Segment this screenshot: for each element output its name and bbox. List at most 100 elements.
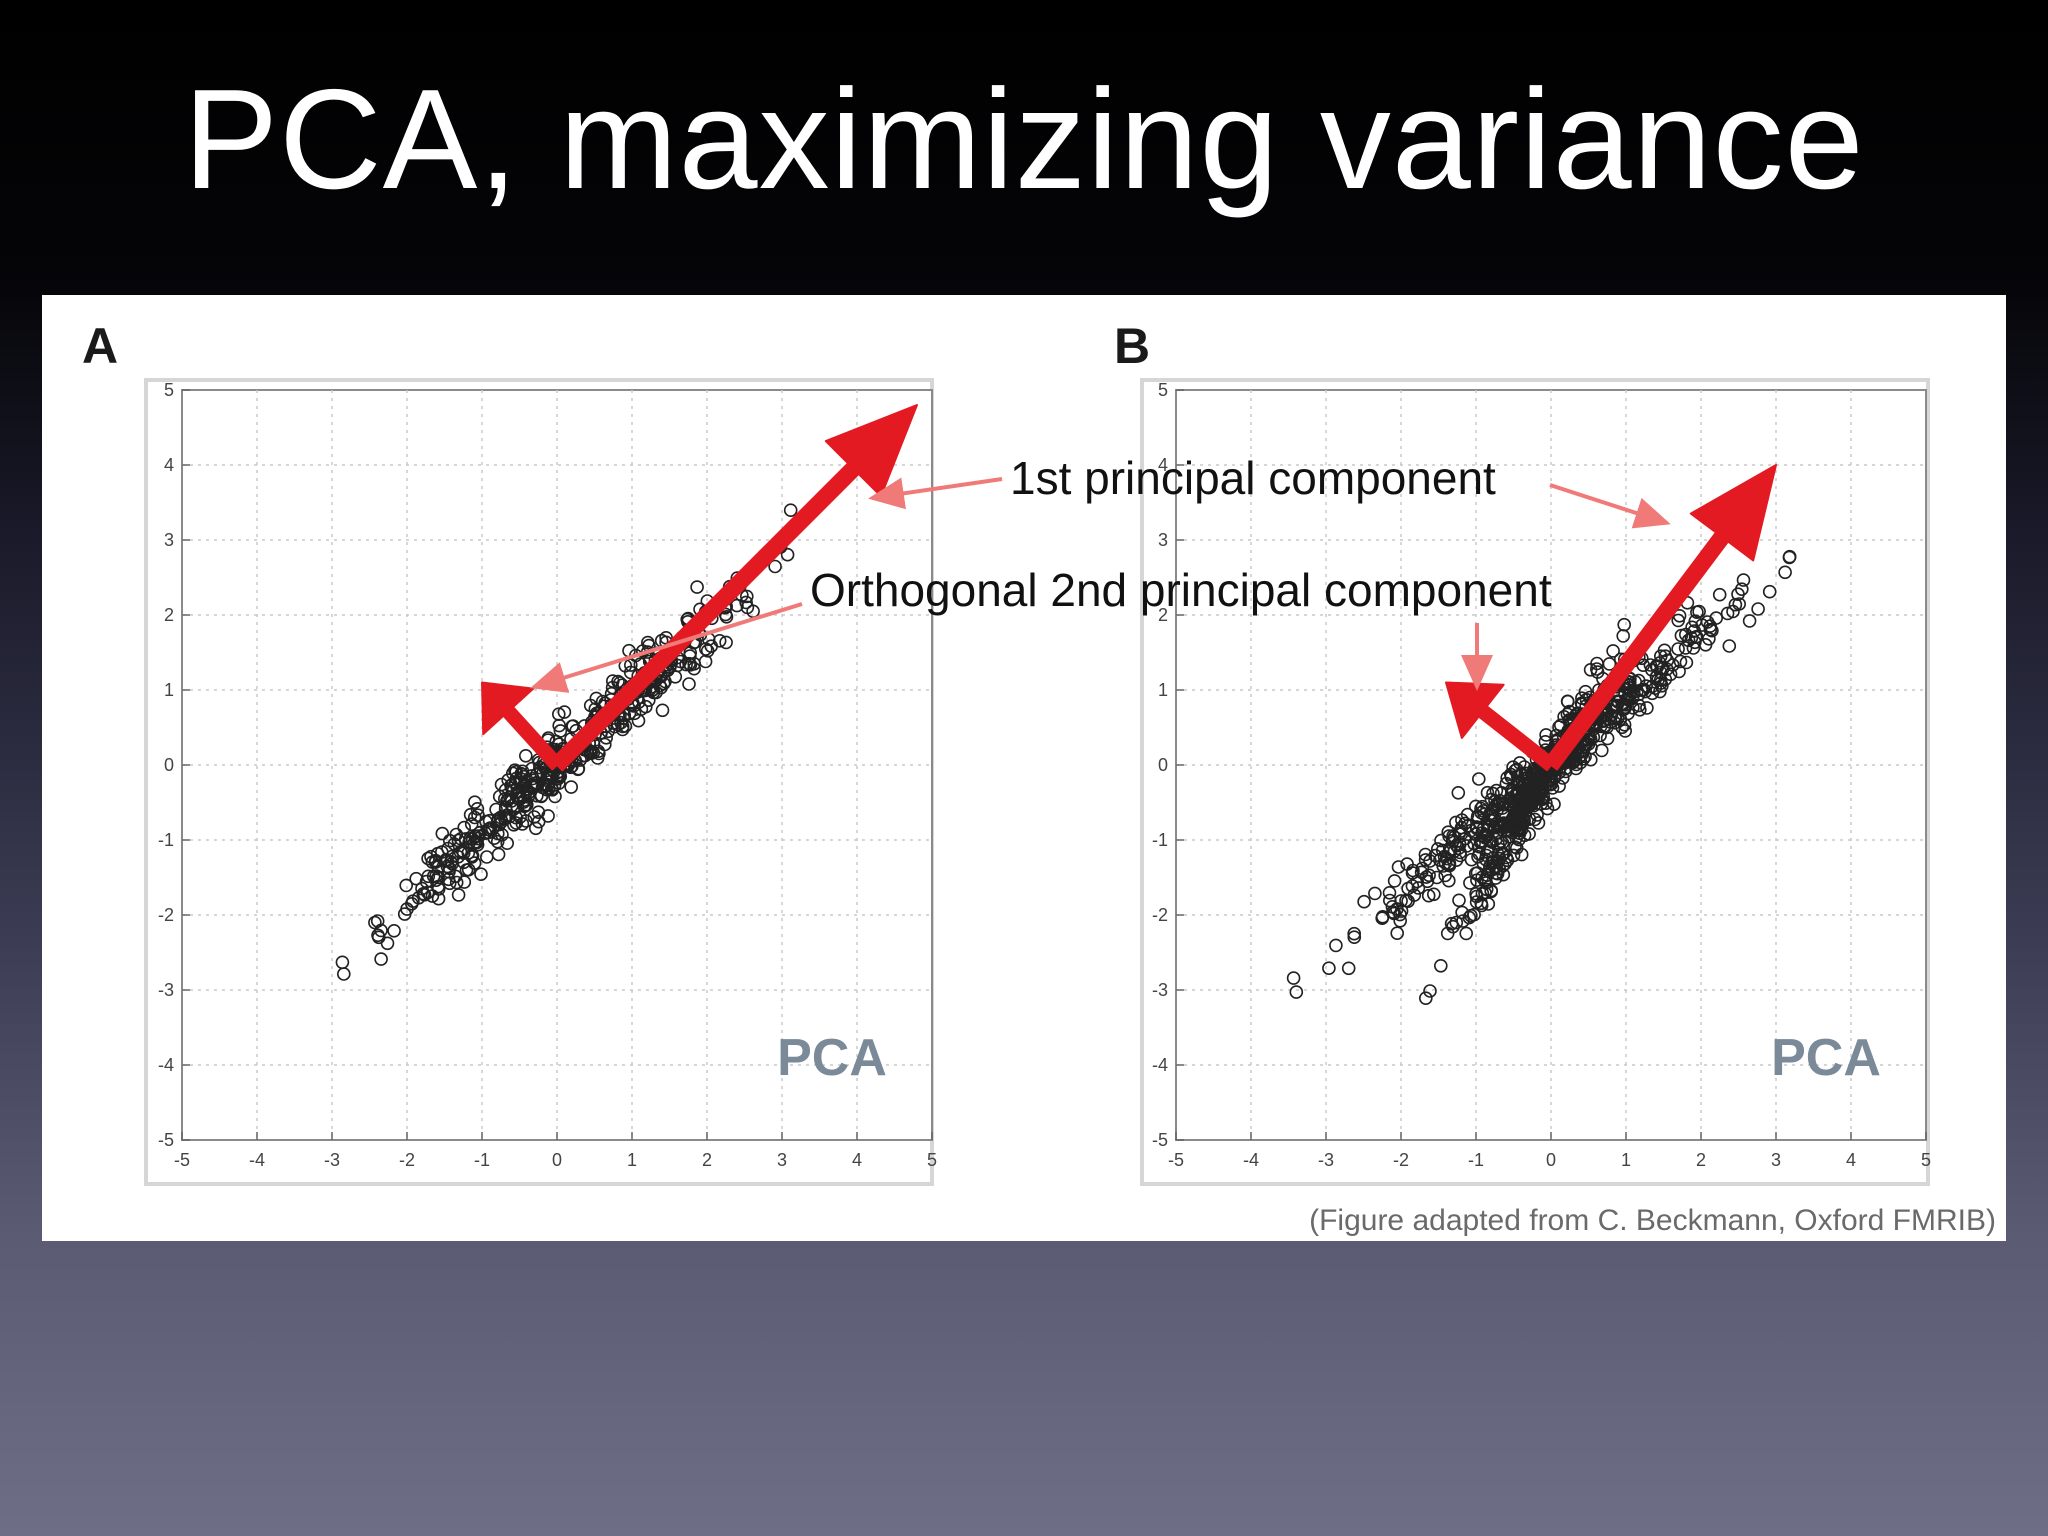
- scatter-point: [1357, 894, 1371, 909]
- scatter-point: [1673, 654, 1688, 669]
- y-tick-label: 3: [164, 530, 174, 550]
- scatter-point: [380, 936, 395, 951]
- x-tick-label: -1: [1468, 1150, 1484, 1170]
- y-axis-ticks-a: -5 -4 -3 -2 -1 0 1 2 3 4 5: [158, 380, 190, 1150]
- scatter-point: [1476, 821, 1491, 836]
- scatter-point: [387, 923, 401, 938]
- x-axis-ticks-b: -5 -4 -3 -2 -1 0 1 2 3 4 5: [1168, 1132, 1931, 1170]
- x-tick-label: -3: [1318, 1150, 1334, 1170]
- scatter-point: [1407, 888, 1422, 902]
- x-tick-label: -4: [1243, 1150, 1259, 1170]
- scatter-point: [1453, 845, 1467, 860]
- y-tick-label: -4: [1152, 1055, 1168, 1075]
- scatter-point: [525, 779, 539, 793]
- y-tick-label: -3: [1152, 980, 1168, 1000]
- scatter-point: [1382, 885, 1397, 900]
- scatter-point: [1411, 881, 1426, 895]
- method-label-a: PCA: [777, 1029, 887, 1087]
- scatter-point: [510, 800, 525, 814]
- scatter-point: [529, 778, 544, 793]
- scatter-point: [547, 778, 562, 792]
- scatter-point: [739, 595, 753, 610]
- scatter-point: [1621, 706, 1635, 721]
- scatter-point: [409, 871, 424, 886]
- scatter-point: [1690, 605, 1704, 620]
- scatter-point: [1472, 772, 1486, 786]
- scatter-point: [1590, 656, 1604, 671]
- scatter-point: [655, 703, 670, 718]
- scatter-point: [1584, 752, 1598, 767]
- scatter-point: [1449, 853, 1464, 868]
- y-tick-label: -1: [158, 830, 174, 850]
- scatter-point: [1660, 653, 1675, 668]
- x-tick-label: 0: [1546, 1150, 1556, 1170]
- scatter-point: [439, 852, 453, 867]
- scatter-point: [1492, 851, 1507, 866]
- scatter-point: [668, 669, 683, 684]
- scatter-point: [1490, 866, 1505, 881]
- scatter-point: [421, 851, 435, 866]
- x-tick-label: -2: [1393, 1150, 1409, 1170]
- second-pc-label: Orthogonal 2nd principal component: [810, 564, 1552, 616]
- scatter-point: [1595, 743, 1609, 758]
- scatter-point: [1447, 844, 1462, 859]
- scatter-point: [1463, 876, 1477, 890]
- y-tick-label: 3: [1158, 530, 1168, 550]
- scatter-point: [1469, 886, 1483, 901]
- scatter-point: [527, 810, 542, 824]
- slide-title: PCA, maximizing variance: [183, 60, 1865, 219]
- scatter-point: [1616, 629, 1630, 643]
- x-tick-label: 3: [777, 1150, 787, 1170]
- scatter-point: [1702, 631, 1716, 646]
- scatter-point: [1778, 565, 1792, 580]
- scatter-point: [1485, 835, 1499, 850]
- grid-b: [1176, 390, 1926, 1140]
- y-tick-label: 5: [164, 380, 174, 400]
- scatter-point: [1504, 770, 1518, 784]
- scatter-point: [1414, 865, 1429, 880]
- scatter-point: [1474, 801, 1488, 816]
- annotations: 1st principal component Orthogonal 2nd p…: [530, 452, 1671, 693]
- scatter-point: [1419, 870, 1434, 884]
- panel-label-a: A: [82, 318, 118, 374]
- scatter-point: [461, 862, 476, 877]
- scatter-point: [500, 836, 515, 851]
- scatter-point: [1524, 791, 1539, 806]
- scatter-point: [469, 835, 484, 850]
- x-tick-label: -1: [474, 1150, 490, 1170]
- scatter-point: [1709, 611, 1723, 625]
- scatter-point: [470, 801, 485, 816]
- scatter-point: [1390, 926, 1404, 941]
- grid-a: [182, 390, 932, 1140]
- scatter-point: [1643, 658, 1658, 672]
- scatter-point: [1651, 673, 1665, 687]
- second-pc-arrow: [481, 681, 563, 771]
- scatter-point: [1508, 840, 1522, 854]
- scatter-point: [1474, 898, 1489, 913]
- scatter-point: [462, 836, 476, 850]
- plot-shadow-frame: [1140, 378, 1930, 1186]
- panel-label-b: B: [1114, 318, 1150, 374]
- scatter-point: [442, 833, 457, 848]
- scatter-point: [1506, 848, 1521, 863]
- scatter-point: [1347, 930, 1362, 945]
- scatter-point: [1632, 698, 1646, 713]
- scatter-point: [1640, 701, 1654, 715]
- scatter-point: [1491, 837, 1505, 852]
- y-tick-label: 4: [164, 455, 174, 475]
- scatter-point: [1678, 641, 1693, 655]
- second-pc-arrow: [1445, 681, 1557, 772]
- first-pc-arrow: [550, 404, 918, 772]
- scatter-point: [440, 859, 455, 874]
- x-tick-label: 2: [1696, 1150, 1706, 1170]
- scatter-point: [1286, 971, 1301, 985]
- scatter-point: [1728, 597, 1743, 612]
- scatter-point: [492, 789, 507, 804]
- scatter-point: [739, 589, 754, 604]
- scatter-point: [1650, 660, 1665, 674]
- y-tick-label: 4: [1158, 455, 1168, 475]
- scatter-point: [1387, 906, 1402, 921]
- scatter-point: [451, 888, 466, 902]
- scatter-point: [584, 746, 598, 761]
